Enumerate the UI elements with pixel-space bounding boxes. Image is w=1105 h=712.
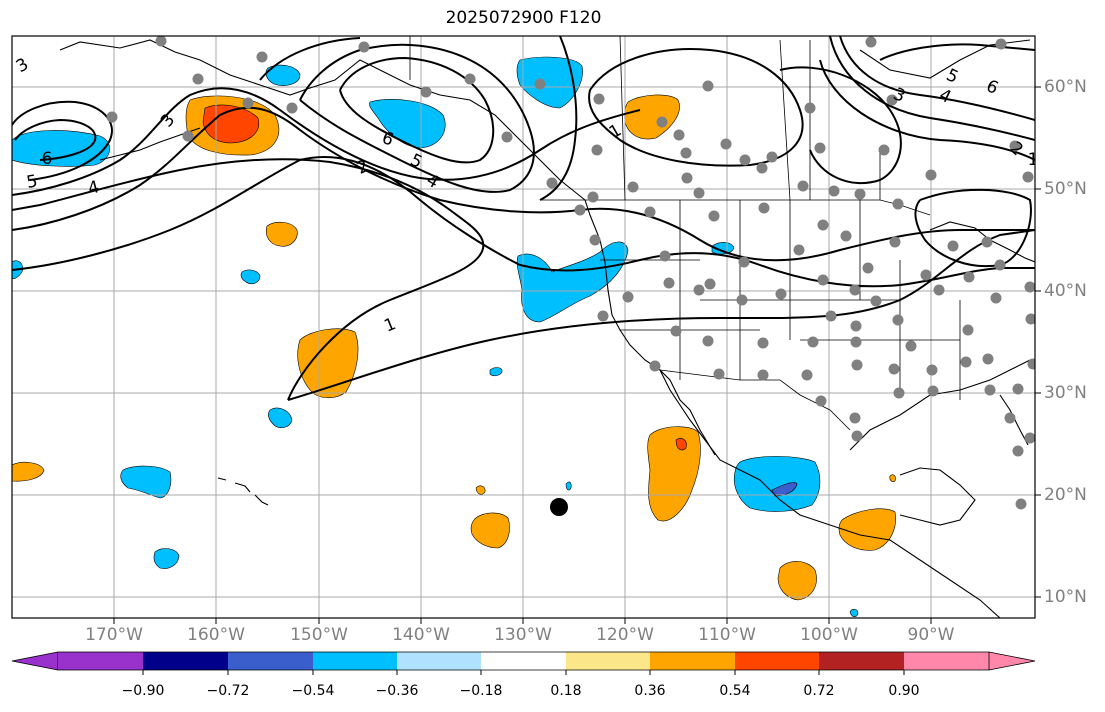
contour-4	[12, 87, 641, 196]
colorbar-segment	[566, 652, 651, 670]
red-region	[675, 438, 687, 451]
contour-3	[12, 106, 1035, 262]
cyan-region	[733, 456, 821, 512]
hawaii	[217, 477, 269, 506]
longitude-label: 150°W	[290, 625, 348, 645]
orange-region	[265, 221, 298, 247]
contour-label: 6	[42, 149, 53, 169]
baja	[659, 369, 716, 456]
longitude-label: 100°W	[800, 625, 858, 645]
orange-region	[647, 426, 701, 522]
latitude-label: 50°N	[1044, 179, 1087, 199]
colorbar-tick-label: −0.72	[206, 683, 250, 699]
cyan-region	[565, 481, 572, 491]
storm-center-dot	[550, 498, 568, 516]
colorbar-tick-label: −0.90	[121, 683, 165, 699]
us-mexico-border	[659, 369, 851, 431]
contour-east-loop	[779, 66, 902, 185]
blue-region	[771, 482, 798, 497]
orange-region	[297, 328, 359, 399]
cyan-region	[153, 548, 180, 569]
cyan-region	[120, 465, 172, 499]
colorbar-ticks	[142, 670, 905, 675]
colorbar-segment	[650, 652, 736, 670]
orange-region	[475, 485, 486, 495]
longitude-label: 140°W	[392, 625, 450, 645]
orange-region	[838, 508, 896, 551]
axis-ticks	[113, 86, 1041, 624]
colorbar-tick-label: 0.36	[634, 683, 666, 699]
contour-1-canada	[588, 48, 804, 167]
contour-ne-6	[839, 36, 1035, 121]
us-west-coast	[584, 199, 1001, 618]
contour-ne-3	[879, 43, 1035, 61]
latitude-label: 60°N	[1044, 77, 1087, 97]
contour-label: 4	[86, 177, 102, 199]
colorbar-tick-label: −0.36	[375, 683, 419, 699]
colorbar-segment	[397, 652, 482, 670]
latitude-label: 40°N	[1044, 281, 1087, 301]
canada-provinces	[619, 36, 881, 201]
latitude-label: 10°N	[1044, 587, 1087, 607]
contour-ne-5	[829, 36, 1035, 141]
contour-6-low	[14, 118, 97, 161]
colorbar-tick-label: −0.18	[459, 683, 503, 699]
contour-6-ridge	[339, 56, 495, 164]
contour-label: 5	[25, 171, 39, 193]
longitude-label: 160°W	[187, 625, 245, 645]
longitude-label: 130°W	[494, 625, 552, 645]
colorbar-segment	[819, 652, 905, 670]
colorbar-tick-label: −0.54	[291, 683, 335, 699]
colorbar-segment	[143, 652, 229, 670]
longitude-label: 170°W	[85, 625, 143, 645]
longitude-label: 120°W	[596, 625, 654, 645]
colorbar-extend-min	[11, 651, 59, 671]
contour-4-ridge	[259, 36, 578, 201]
cyan-region	[12, 130, 110, 167]
longitude-label: 90°W	[907, 625, 955, 645]
colorbar-tick-label: 0.72	[803, 683, 835, 699]
orange-region	[470, 512, 510, 549]
colorbar-tick-label: 0.18	[550, 683, 582, 699]
red-region	[202, 104, 260, 144]
map-title: 2025072900 F120	[445, 8, 602, 28]
cyan-region	[268, 407, 293, 429]
colorbar-segment	[313, 652, 398, 670]
gulf-coast	[849, 359, 1031, 451]
colorbar-extend-max	[988, 651, 1036, 671]
cyan-region	[516, 56, 583, 109]
colorbar-segment	[58, 652, 144, 670]
colorbar-segment	[481, 652, 567, 670]
colorbar-segment	[735, 652, 820, 670]
contour-1-pacific	[12, 158, 485, 401]
contour-label: 1	[1028, 150, 1039, 170]
orange-region	[889, 474, 896, 482]
cyan-region	[489, 367, 503, 377]
contour-ne-4	[819, 59, 1035, 161]
graticule	[12, 36, 1035, 618]
colorbar-tick-label: 0.90	[888, 683, 920, 699]
colorbar	[11, 651, 1036, 675]
colorbar-segment	[228, 652, 314, 670]
latitude-label: 30°N	[1044, 383, 1087, 403]
latitude-label: 20°N	[1044, 485, 1087, 505]
yucatan	[899, 467, 976, 526]
station-dots	[106, 36, 1035, 510]
cyan-region	[849, 608, 859, 618]
colorbar-segment	[904, 652, 990, 670]
cyan-region	[265, 64, 301, 86]
contour-1-south	[287, 229, 1035, 401]
orange-region	[12, 461, 45, 482]
cyan-region	[240, 269, 261, 285]
longitude-label: 110°W	[698, 625, 756, 645]
colorbar-tick-label: 0.54	[719, 683, 751, 699]
orange-region	[777, 561, 817, 601]
